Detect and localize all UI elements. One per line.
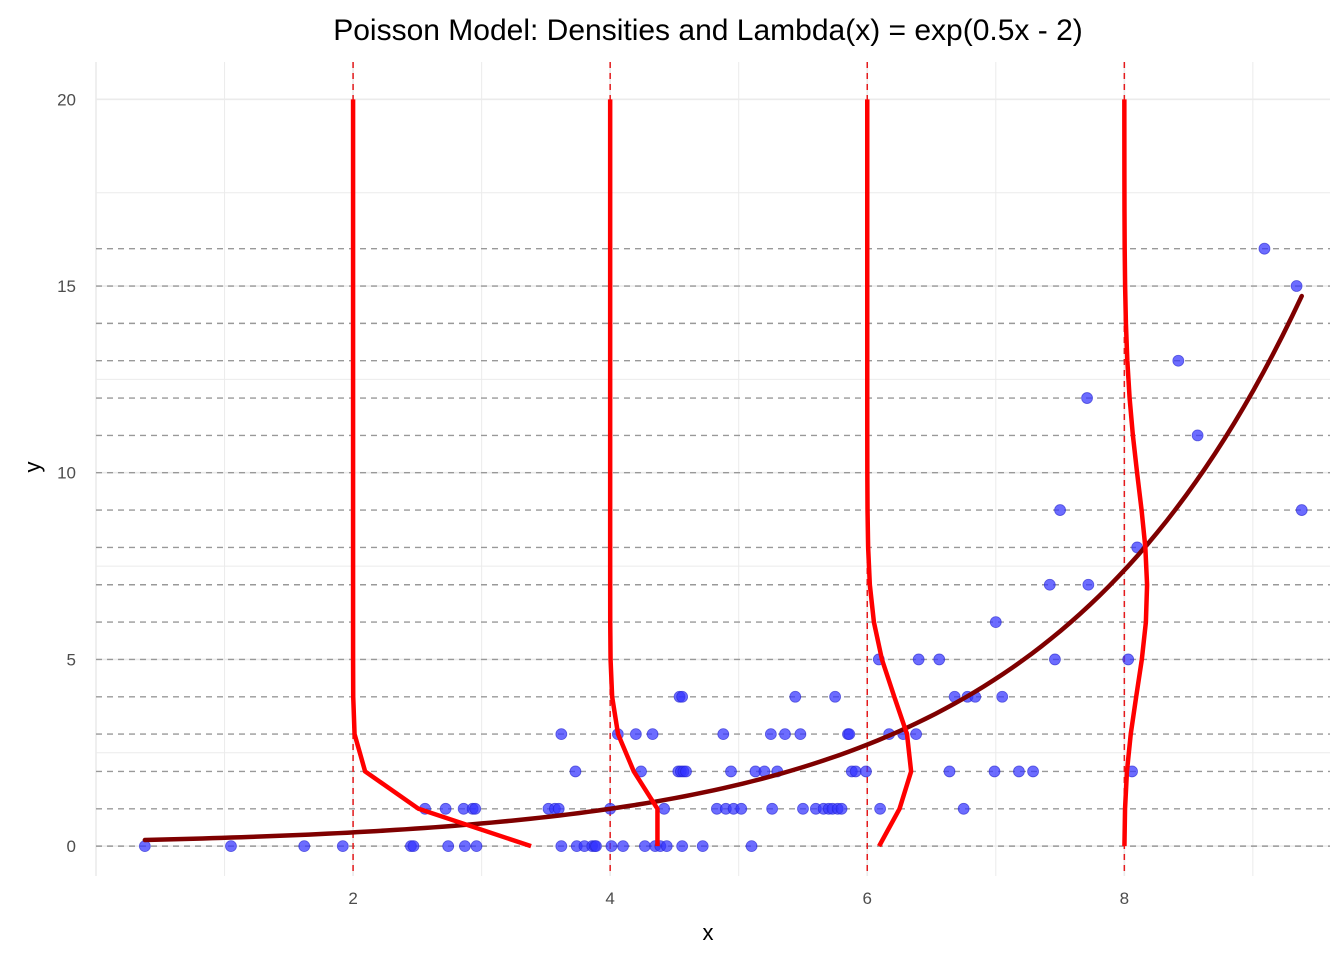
data-point — [779, 728, 791, 741]
data-point — [459, 840, 471, 853]
data-point — [1049, 653, 1061, 666]
data-point — [225, 840, 237, 853]
data-point — [442, 840, 455, 853]
data-point — [860, 765, 872, 778]
data-point — [1013, 765, 1025, 778]
y-tick-label: 20 — [57, 90, 76, 109]
data-point — [660, 840, 673, 853]
data-point — [298, 840, 311, 853]
data-point — [555, 840, 568, 853]
data-point — [910, 728, 922, 741]
data-point — [470, 840, 483, 853]
data-point — [1082, 578, 1095, 591]
x-tick-label: 6 — [863, 889, 872, 908]
data-point — [555, 728, 568, 741]
data-point — [629, 728, 642, 741]
data-point — [735, 802, 748, 815]
data-point — [745, 840, 758, 853]
data-point — [336, 840, 349, 853]
tick-labels: 2 4 6 8 0 5 10 15 20 — [57, 90, 1129, 908]
density-curve — [607, 99, 660, 847]
data-point — [680, 765, 692, 778]
data-point — [874, 802, 887, 815]
data-point — [835, 802, 848, 815]
data-point — [797, 802, 809, 815]
data-point — [439, 802, 452, 815]
data-point — [829, 690, 842, 703]
data-point — [605, 840, 618, 853]
density-curve — [865, 99, 914, 848]
x-axis-title: x — [703, 920, 714, 945]
data-point — [676, 840, 689, 853]
data-point — [617, 840, 629, 853]
data-point — [469, 802, 482, 815]
data-points — [138, 242, 1308, 853]
data-point — [1290, 280, 1303, 292]
density-curve — [350, 99, 532, 849]
data-point — [1054, 504, 1066, 516]
chart-title: Poisson Model: Densities and Lambda(x) =… — [333, 14, 1083, 47]
grid-lines — [95, 62, 1330, 876]
data-point — [1027, 765, 1039, 778]
data-point — [794, 728, 807, 741]
data-point — [766, 802, 779, 815]
data-point — [725, 765, 737, 778]
data-point — [849, 765, 862, 778]
data-point — [1172, 354, 1185, 367]
x-tick-label: 4 — [605, 889, 614, 908]
data-point — [789, 690, 802, 703]
data-point — [1295, 504, 1308, 516]
data-point — [996, 690, 1009, 703]
data-point — [1258, 242, 1271, 255]
lambda-curve-group — [142, 293, 1304, 843]
data-point — [638, 840, 651, 853]
data-point — [658, 802, 671, 815]
y-axis-title: y — [20, 462, 45, 473]
data-point — [646, 728, 659, 741]
density-curve — [1122, 99, 1150, 847]
data-point — [1043, 578, 1056, 591]
y-tick-label: 15 — [57, 277, 76, 296]
data-point — [989, 616, 1002, 628]
data-point — [1081, 392, 1093, 404]
y-tick-label: 5 — [67, 650, 76, 669]
data-point — [590, 840, 602, 853]
y-tick-label: 10 — [57, 464, 76, 483]
data-point — [957, 802, 970, 815]
data-point — [569, 765, 582, 778]
data-point — [676, 690, 689, 703]
x-tick-label: 8 — [1120, 889, 1129, 908]
data-point — [138, 840, 151, 853]
data-point — [933, 653, 946, 666]
density-curves — [350, 99, 1150, 849]
x-tick-label: 2 — [348, 889, 357, 908]
lambda-curve — [142, 293, 1304, 843]
data-point — [988, 765, 1001, 778]
y-tick-label: 0 — [67, 837, 76, 856]
data-point — [1122, 653, 1135, 666]
data-point — [843, 728, 856, 741]
data-point — [552, 802, 565, 815]
data-point — [1191, 429, 1204, 442]
data-point — [764, 728, 777, 741]
data-point — [912, 653, 925, 666]
data-point — [717, 728, 730, 741]
data-point — [407, 840, 420, 853]
data-point — [696, 840, 709, 853]
data-point — [943, 765, 956, 778]
